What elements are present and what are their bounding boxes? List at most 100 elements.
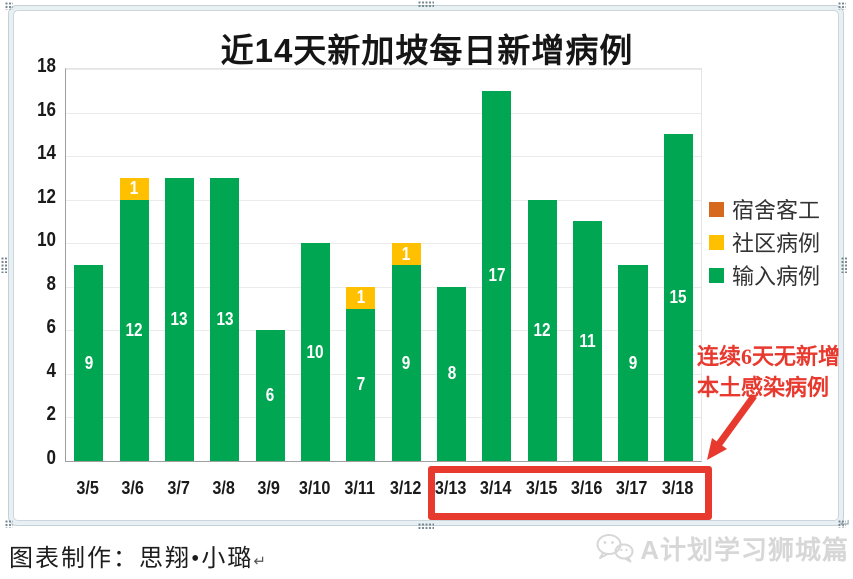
bar-value-label: 6 bbox=[265, 385, 275, 406]
x-tick-label: 3/9 bbox=[257, 478, 281, 498]
bar-value-label: 1 bbox=[356, 287, 366, 308]
x-tick-label: 3/12 bbox=[389, 478, 421, 498]
y-tick-label: 6 bbox=[46, 316, 56, 339]
y-tick-label: 8 bbox=[46, 272, 56, 295]
bar-slot: 13 bbox=[157, 69, 202, 461]
bar-stack-3/16: 11 bbox=[573, 221, 603, 461]
bar-segment-community: 1 bbox=[346, 286, 376, 309]
bar-segment-imported: 12 bbox=[119, 199, 149, 461]
bar-slot: 6 bbox=[247, 69, 292, 461]
y-tick-label: 10 bbox=[37, 229, 56, 252]
bar-segment-imported: 13 bbox=[164, 177, 194, 461]
bar-value-label: 1 bbox=[401, 243, 411, 264]
x-axis-labels: 3/5 3/6 3/7 3/8 3/9 3/10 3/11 3/12 3/13 3/14 3/15 3… bbox=[65, 474, 700, 502]
legend-swatch-icon bbox=[709, 201, 724, 217]
bar-segment-imported: 15 bbox=[663, 134, 693, 461]
bar-segment-imported: 11 bbox=[573, 221, 603, 461]
y-tick-label: 4 bbox=[46, 359, 56, 382]
bar-value-label: 9 bbox=[628, 352, 638, 373]
bar-stack-3/15: 12 bbox=[527, 199, 557, 461]
bars-container: 9 12 1 13 13 6 10 7 1 9 1 8 17 12 11 9 15 bbox=[66, 69, 701, 461]
y-tick-label: 12 bbox=[37, 185, 56, 208]
bar-segment-imported: 13 bbox=[210, 177, 240, 461]
bar-stack-3/18: 15 bbox=[663, 134, 693, 461]
bar-segment-imported: 10 bbox=[300, 243, 330, 461]
x-tick-label: 3/17 bbox=[616, 478, 648, 498]
bar-stack-3/10: 10 bbox=[300, 243, 330, 461]
bar-slot: 9 bbox=[610, 69, 655, 461]
bar-segment-imported: 7 bbox=[346, 308, 376, 461]
bar-slot: 13 bbox=[202, 69, 247, 461]
x-tick-label: 3/14 bbox=[480, 478, 512, 498]
gridline bbox=[66, 112, 701, 114]
bar-segment-imported: 6 bbox=[255, 330, 285, 461]
resize-handle-top-left-icon[interactable] bbox=[5, 2, 13, 10]
bar-segment-imported: 12 bbox=[527, 199, 557, 461]
y-tick-label: 2 bbox=[46, 403, 56, 426]
bar-stack-3/6: 12 1 bbox=[119, 177, 149, 461]
bar-slot: 9 bbox=[66, 69, 111, 461]
bar-slot: 12 bbox=[520, 69, 565, 461]
bar-segment-imported: 8 bbox=[437, 286, 467, 461]
x-tick-label: 3/6 bbox=[121, 478, 145, 498]
x-tick-label: 3/13 bbox=[434, 478, 467, 498]
legend-swatch-icon bbox=[709, 267, 724, 283]
bar-segment-imported: 9 bbox=[74, 265, 104, 461]
legend-label: 输入病例 bbox=[732, 264, 821, 289]
legend-item: 宿舍客工 bbox=[709, 197, 820, 223]
bar-value-label: 15 bbox=[669, 287, 687, 308]
annotation-line: 本土感染病例 bbox=[697, 375, 830, 400]
bar-stack-3/7: 13 bbox=[164, 177, 194, 461]
bar-value-label: 13 bbox=[170, 308, 188, 329]
x-tick-label: 3/5 bbox=[76, 478, 99, 498]
legend-item: 社区病例 bbox=[709, 230, 820, 256]
bar-stack-3/14: 17 bbox=[482, 90, 512, 461]
bar-value-label: 8 bbox=[447, 363, 456, 384]
credit-text: 图表制作：思翔•小璐↵ bbox=[9, 538, 266, 573]
bar-stack-3/9: 6 bbox=[255, 330, 285, 461]
bar-value-label: 11 bbox=[579, 330, 596, 351]
y-tick-label: 0 bbox=[46, 447, 56, 469]
paragraph-mark-icon: ↵ bbox=[840, 516, 851, 531]
legend-label: 社区病例 bbox=[732, 231, 821, 256]
resize-handle-left-middle-icon[interactable] bbox=[1, 257, 7, 273]
y-tick-label: 16 bbox=[37, 98, 56, 121]
bar-value-label: 17 bbox=[488, 265, 506, 286]
resize-handle-right-middle-icon[interactable] bbox=[841, 257, 847, 273]
x-tick-label: 3/16 bbox=[570, 478, 603, 498]
bar-value-label: 7 bbox=[356, 374, 366, 395]
bar-value-label: 12 bbox=[533, 319, 551, 340]
y-tick-label: 14 bbox=[37, 142, 56, 165]
gridline bbox=[66, 417, 701, 419]
bar-slot: 17 bbox=[474, 69, 519, 461]
x-tick-label: 3/8 bbox=[212, 478, 236, 498]
plot-area: 9 12 1 13 13 6 10 7 1 9 1 8 17 12 11 9 15 bbox=[65, 68, 702, 462]
x-tick-label: 3/18 bbox=[661, 478, 694, 498]
resize-handle-bottom-middle-icon[interactable] bbox=[418, 523, 434, 529]
resize-handle-top-middle-icon[interactable] bbox=[418, 1, 434, 7]
annotation-text: 连续6天无新增 本土感染病例 bbox=[697, 341, 853, 403]
x-tick-label: 3/7 bbox=[167, 478, 190, 498]
bar-value-label: 12 bbox=[125, 319, 143, 340]
bar-value-label: 10 bbox=[306, 341, 324, 362]
bar-slot: 10 bbox=[293, 69, 338, 461]
bar-value-label: 13 bbox=[216, 308, 234, 329]
resize-handle-bottom-left-icon[interactable] bbox=[5, 520, 13, 528]
chart-title: 近14天新加坡每日新增病例 bbox=[220, 32, 634, 69]
gridline bbox=[66, 243, 701, 245]
resize-handle-bottom-right-icon[interactable] bbox=[838, 520, 846, 528]
highlight-box bbox=[428, 466, 712, 520]
bar-stack-3/13: 8 bbox=[437, 286, 467, 461]
watermark-text: A计划学习狮城篇 bbox=[640, 535, 849, 565]
legend: 宿舍客工社区病例输入病例 bbox=[709, 197, 820, 296]
resize-handle-top-right-icon[interactable] bbox=[838, 2, 846, 10]
gridline bbox=[66, 69, 701, 70]
gridline bbox=[66, 330, 701, 332]
bar-value-label: 9 bbox=[401, 352, 411, 373]
y-tick-label: 18 bbox=[37, 55, 56, 77]
